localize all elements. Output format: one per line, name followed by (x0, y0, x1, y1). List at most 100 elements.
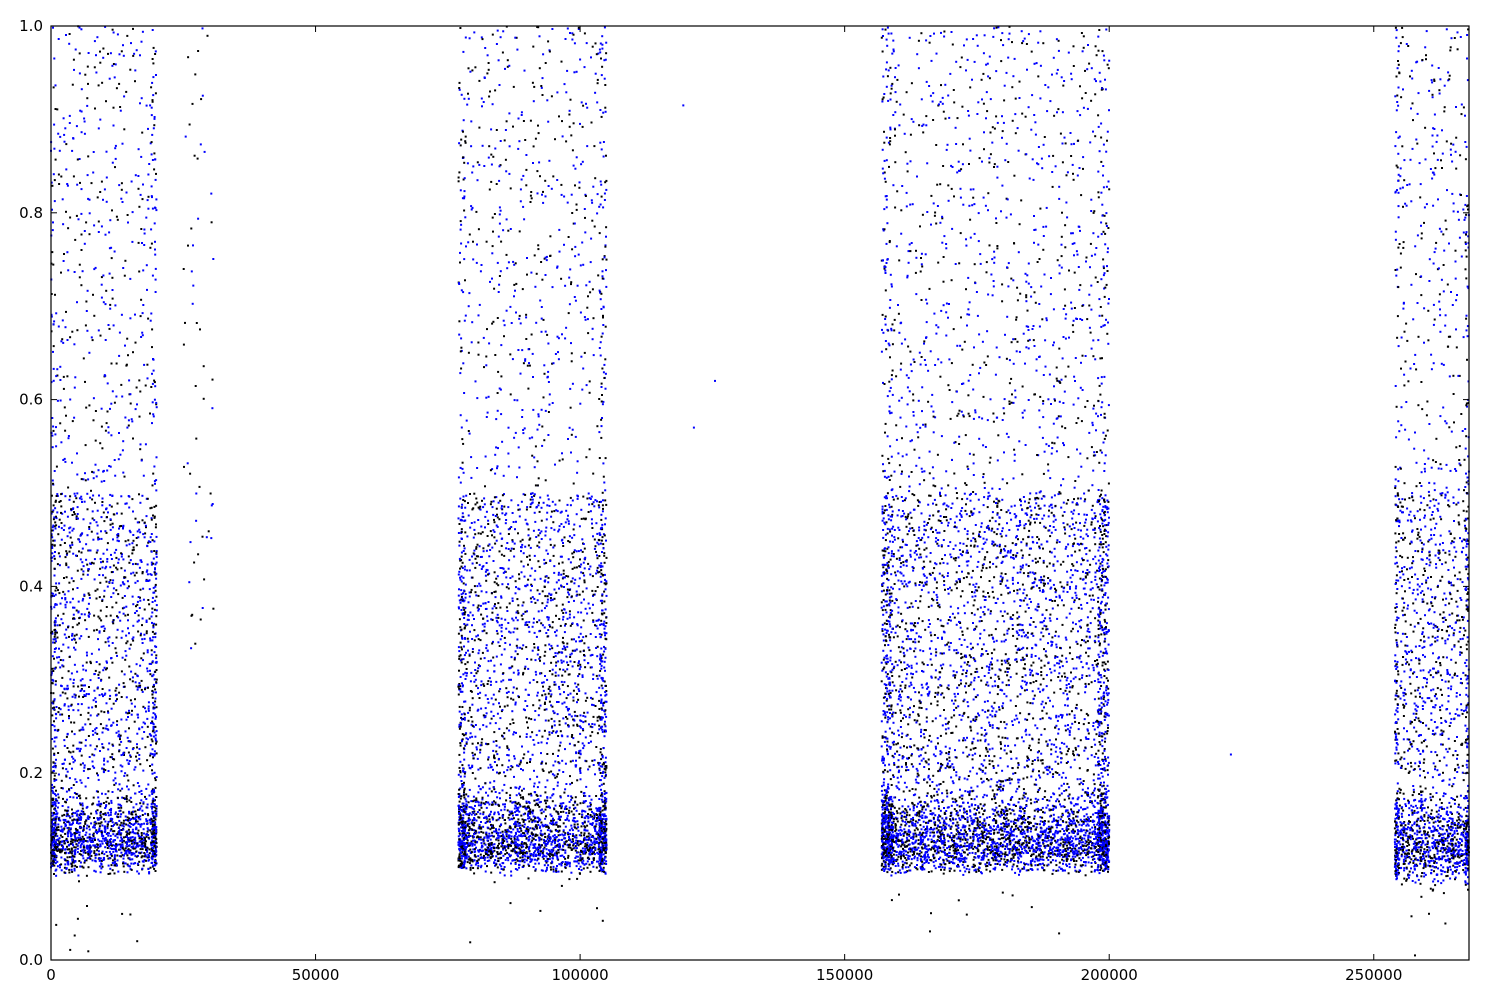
scatter-point (151, 107, 153, 109)
scatter-point (72, 84, 74, 86)
scatter-point (52, 849, 54, 851)
scatter-point (583, 745, 585, 747)
scatter-point (134, 582, 136, 584)
scatter-point (472, 697, 474, 699)
scatter-point (493, 670, 495, 672)
scatter-point (459, 618, 461, 620)
scatter-point (62, 659, 64, 661)
scatter-point (79, 797, 81, 799)
scatter-point (69, 33, 71, 35)
scatter-point (463, 545, 465, 547)
scatter-point (89, 723, 91, 725)
scatter-point (73, 638, 75, 640)
scatter-point (141, 793, 143, 795)
scatter-point (71, 635, 73, 637)
scatter-point (467, 650, 469, 652)
scatter-point (463, 258, 465, 260)
scatter-point (479, 728, 481, 730)
scatter-point (479, 697, 481, 699)
scatter-point (141, 332, 143, 334)
scatter-point (154, 864, 156, 866)
scatter-point (100, 871, 102, 873)
scatter-point (542, 624, 544, 626)
scatter-point (129, 543, 131, 545)
scatter-point (480, 533, 482, 535)
scatter-point (601, 699, 603, 701)
scatter-point (527, 751, 529, 753)
scatter-point (534, 647, 536, 649)
scatter-point (66, 576, 68, 578)
scatter-point (514, 37, 516, 39)
scatter-point (52, 824, 54, 826)
scatter-point (69, 551, 71, 553)
scatter-point (502, 855, 504, 857)
scatter-point (62, 198, 64, 200)
scatter-point (72, 598, 74, 600)
scatter-point (127, 824, 129, 826)
scatter-point (532, 82, 534, 84)
scatter-point (470, 864, 472, 866)
scatter-point (109, 566, 111, 568)
scatter-point (602, 270, 604, 272)
scatter-point (504, 648, 506, 650)
scatter-point (127, 716, 129, 718)
scatter-point (85, 832, 87, 834)
scatter-point (138, 754, 140, 756)
scatter-point (93, 870, 95, 872)
scatter-point (117, 629, 119, 631)
scatter-point (141, 41, 143, 43)
scatter-point (64, 833, 66, 835)
scatter-point (140, 315, 142, 317)
scatter-point (515, 283, 517, 285)
scatter-point (151, 185, 153, 187)
scatter-point (589, 281, 591, 283)
scatter-point (524, 585, 526, 587)
scatter-point (538, 477, 540, 479)
scatter-point (131, 703, 133, 705)
scatter-point (117, 871, 119, 873)
scatter-point (600, 181, 602, 183)
scatter-point (120, 822, 122, 824)
scatter-point (52, 863, 54, 865)
scatter-point (508, 466, 510, 468)
scatter-point (150, 663, 152, 665)
scatter-point (130, 797, 132, 799)
scatter-point (131, 542, 133, 544)
scatter-point (72, 696, 74, 698)
scatter-point (152, 773, 154, 775)
scatter-point (467, 162, 469, 164)
scatter-point (539, 497, 541, 499)
scatter-point (67, 647, 69, 649)
scatter-point (143, 652, 145, 654)
scatter-point (144, 707, 146, 709)
scatter-point (60, 441, 62, 443)
scatter-point (56, 466, 58, 468)
scatter-point (116, 724, 118, 726)
scatter-point (527, 833, 529, 835)
scatter-point (155, 840, 157, 842)
scatter-point (53, 741, 55, 743)
scatter-point (86, 654, 88, 656)
scatter-point (534, 859, 536, 861)
scatter-point (576, 779, 578, 781)
scatter-point (68, 437, 70, 439)
scatter-point (580, 549, 582, 551)
scatter-point (64, 825, 66, 827)
scatter-point (94, 827, 96, 829)
scatter-point (116, 363, 118, 365)
scatter-point (85, 797, 87, 799)
scatter-point (82, 727, 84, 729)
scatter-point (100, 803, 102, 805)
scatter-point (74, 649, 76, 651)
scatter-point (572, 429, 574, 431)
scatter-point (143, 634, 145, 636)
scatter-point (99, 823, 101, 825)
scatter-point (510, 831, 512, 833)
scatter-point (63, 376, 65, 378)
scatter-point (540, 801, 542, 803)
scatter-point (81, 689, 83, 691)
scatter-point (71, 530, 73, 532)
scatter-point (571, 360, 573, 362)
scatter-point (134, 574, 136, 576)
scatter-point (111, 363, 113, 365)
